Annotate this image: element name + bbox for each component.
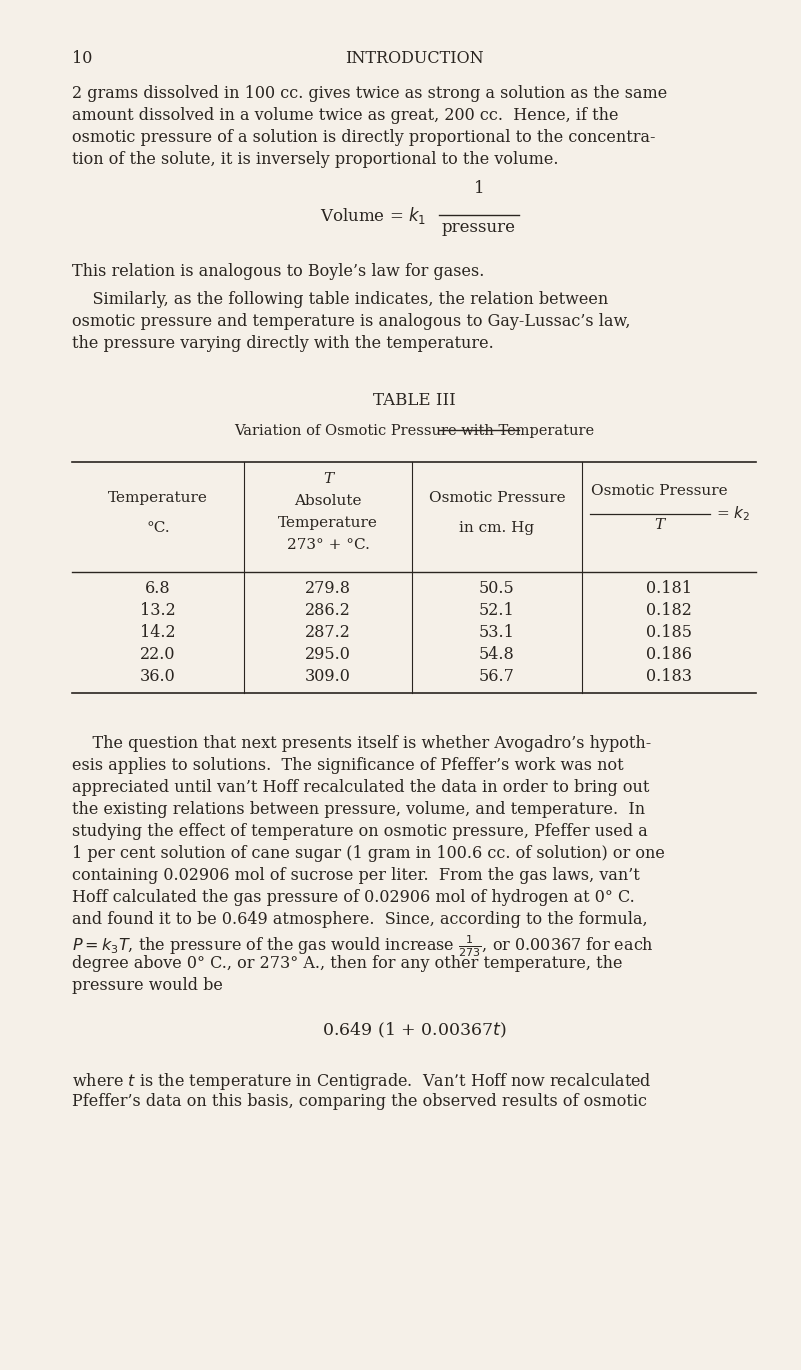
Text: 0.181: 0.181 — [646, 581, 692, 597]
Text: 13.2: 13.2 — [140, 603, 176, 619]
Text: studying the effect of temperature on osmotic pressure, Pfeffer used a: studying the effect of temperature on os… — [72, 823, 648, 840]
Text: 295.0: 295.0 — [305, 645, 351, 663]
Text: = $k_2$: = $k_2$ — [716, 504, 750, 523]
Text: 279.8: 279.8 — [305, 581, 351, 597]
Text: 1: 1 — [473, 179, 485, 197]
Text: 0.182: 0.182 — [646, 603, 692, 619]
Text: 22.0: 22.0 — [140, 645, 175, 663]
Text: Osmotic Pressure: Osmotic Pressure — [429, 490, 566, 506]
Text: INTRODUCTION: INTRODUCTION — [344, 49, 483, 67]
Text: TABLE III: TABLE III — [372, 392, 456, 410]
Text: 0.186: 0.186 — [646, 645, 692, 663]
Text: 273° + °C.: 273° + °C. — [287, 538, 369, 552]
Text: esis applies to solutions.  The significance of Pfeffer’s work was not: esis applies to solutions. The significa… — [72, 758, 624, 774]
Text: Temperature: Temperature — [278, 516, 378, 530]
Text: 36.0: 36.0 — [140, 667, 176, 685]
Text: Similarly, as the following table indicates, the relation between: Similarly, as the following table indica… — [72, 290, 608, 308]
Text: 0.185: 0.185 — [646, 623, 692, 641]
Text: The question that next presents itself is whether Avogadro’s hypoth-: The question that next presents itself i… — [72, 734, 651, 752]
Text: T: T — [323, 473, 333, 486]
Text: tion of the solute, it is inversely proportional to the volume.: tion of the solute, it is inversely prop… — [72, 151, 558, 169]
Text: T: T — [654, 518, 664, 532]
Text: 53.1: 53.1 — [479, 623, 515, 641]
Text: 309.0: 309.0 — [305, 667, 351, 685]
Text: 0.183: 0.183 — [646, 667, 692, 685]
Text: 2 grams dissolved in 100 cc. gives twice as strong a solution as the same: 2 grams dissolved in 100 cc. gives twice… — [72, 85, 667, 101]
Text: where $t$ is the temperature in Centigrade.  Van’t Hoff now recalculated: where $t$ is the temperature in Centigra… — [72, 1071, 652, 1092]
Text: amount dissolved in a volume twice as great, 200 cc.  Hence, if the: amount dissolved in a volume twice as gr… — [72, 107, 618, 125]
Text: 1 per cent solution of cane sugar (1 gram in 100.6 cc. of solution) or one: 1 per cent solution of cane sugar (1 gra… — [72, 845, 665, 862]
Text: pressure would be: pressure would be — [72, 977, 223, 995]
Text: Pfeffer’s data on this basis, comparing the observed results of osmotic: Pfeffer’s data on this basis, comparing … — [72, 1093, 647, 1110]
Text: 56.7: 56.7 — [479, 667, 515, 685]
Text: Variation of Osmotic Pressure with Temperature: Variation of Osmotic Pressure with Tempe… — [234, 423, 594, 438]
Text: degree above 0° C., or 273° A., then for any other temperature, the: degree above 0° C., or 273° A., then for… — [72, 955, 622, 971]
Text: $P = k_3T$, the pressure of the gas would increase $\frac{1}{273}$, or 0.00367 f: $P = k_3T$, the pressure of the gas woul… — [72, 933, 654, 959]
Text: containing 0.02906 mol of sucrose per liter.  From the gas laws, van’t: containing 0.02906 mol of sucrose per li… — [72, 867, 640, 884]
Text: osmotic pressure and temperature is analogous to Gay-Lussac’s law,: osmotic pressure and temperature is anal… — [72, 312, 630, 330]
Text: and found it to be 0.649 atmosphere.  Since, according to the formula,: and found it to be 0.649 atmosphere. Sin… — [72, 911, 648, 927]
Text: Osmotic Pressure: Osmotic Pressure — [590, 484, 727, 499]
Text: Hoff calculated the gas pressure of 0.02906 mol of hydrogen at 0° C.: Hoff calculated the gas pressure of 0.02… — [72, 889, 634, 906]
Text: 14.2: 14.2 — [140, 623, 175, 641]
Text: 54.8: 54.8 — [479, 645, 515, 663]
Text: Volume = $k_1$: Volume = $k_1$ — [320, 204, 426, 226]
Text: the pressure varying directly with the temperature.: the pressure varying directly with the t… — [72, 336, 493, 352]
Text: in cm. Hg: in cm. Hg — [460, 521, 534, 536]
Text: 286.2: 286.2 — [305, 603, 351, 619]
Text: 52.1: 52.1 — [479, 603, 515, 619]
Text: pressure: pressure — [442, 219, 516, 236]
Text: 6.8: 6.8 — [145, 581, 171, 597]
Text: osmotic pressure of a solution is directly proportional to the concentra-: osmotic pressure of a solution is direct… — [72, 129, 655, 147]
Text: 287.2: 287.2 — [305, 623, 351, 641]
Text: °C.: °C. — [147, 521, 170, 536]
Text: 50.5: 50.5 — [479, 581, 515, 597]
Text: the existing relations between pressure, volume, and temperature.  In: the existing relations between pressure,… — [72, 801, 645, 818]
Text: Absolute: Absolute — [294, 495, 362, 508]
Text: Temperature: Temperature — [108, 490, 208, 506]
Text: This relation is analogous to Boyle’s law for gases.: This relation is analogous to Boyle’s la… — [72, 263, 485, 279]
Text: appreciated until van’t Hoff recalculated the data in order to bring out: appreciated until van’t Hoff recalculate… — [72, 780, 650, 796]
Text: 10: 10 — [72, 49, 92, 67]
Text: 0.649 (1 + 0.00367$t$): 0.649 (1 + 0.00367$t$) — [322, 1021, 506, 1040]
